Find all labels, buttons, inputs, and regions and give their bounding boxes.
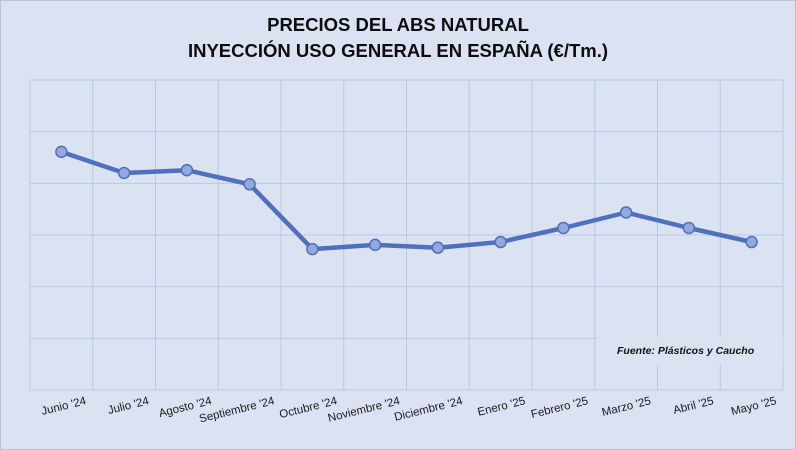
x-tick-label: Noviembre '24	[327, 395, 402, 425]
series-group	[55, 145, 758, 256]
x-tick-label: Junio '24	[40, 395, 88, 418]
data-point	[431, 241, 445, 254]
chart-title-block: PRECIOS DEL ABS NATURAL INYECCIÓN USO GE…	[0, 12, 796, 64]
chart-title: PRECIOS DEL ABS NATURAL	[267, 14, 529, 35]
x-tick-label: Febrero '25	[530, 395, 590, 421]
x-tick-label: Enero '25	[476, 395, 526, 418]
series-line	[59, 149, 754, 252]
data-point	[243, 178, 256, 191]
data-point	[180, 163, 194, 177]
x-tick-label: Mayo '25	[730, 395, 778, 418]
x-tick-label: Marzo '25	[601, 395, 653, 419]
x-tick-label: Julio '24	[107, 395, 151, 417]
data-point	[557, 221, 570, 235]
data-point	[745, 235, 758, 249]
x-tick-label: Diciembre '24	[393, 395, 464, 424]
data-point	[368, 238, 382, 252]
data-point	[682, 221, 696, 235]
source-note: Fuente: Plásticos y Caucho	[597, 337, 783, 365]
data-point	[619, 206, 633, 219]
data-point	[55, 145, 68, 159]
data-point	[117, 166, 131, 180]
chart-subtitle: INYECCIÓN USO GENERAL EN ESPAÑA (€/Tm.)	[187, 40, 609, 61]
x-tick-label: Abril '25	[672, 395, 715, 417]
data-point	[494, 235, 507, 249]
data-point	[306, 242, 319, 256]
